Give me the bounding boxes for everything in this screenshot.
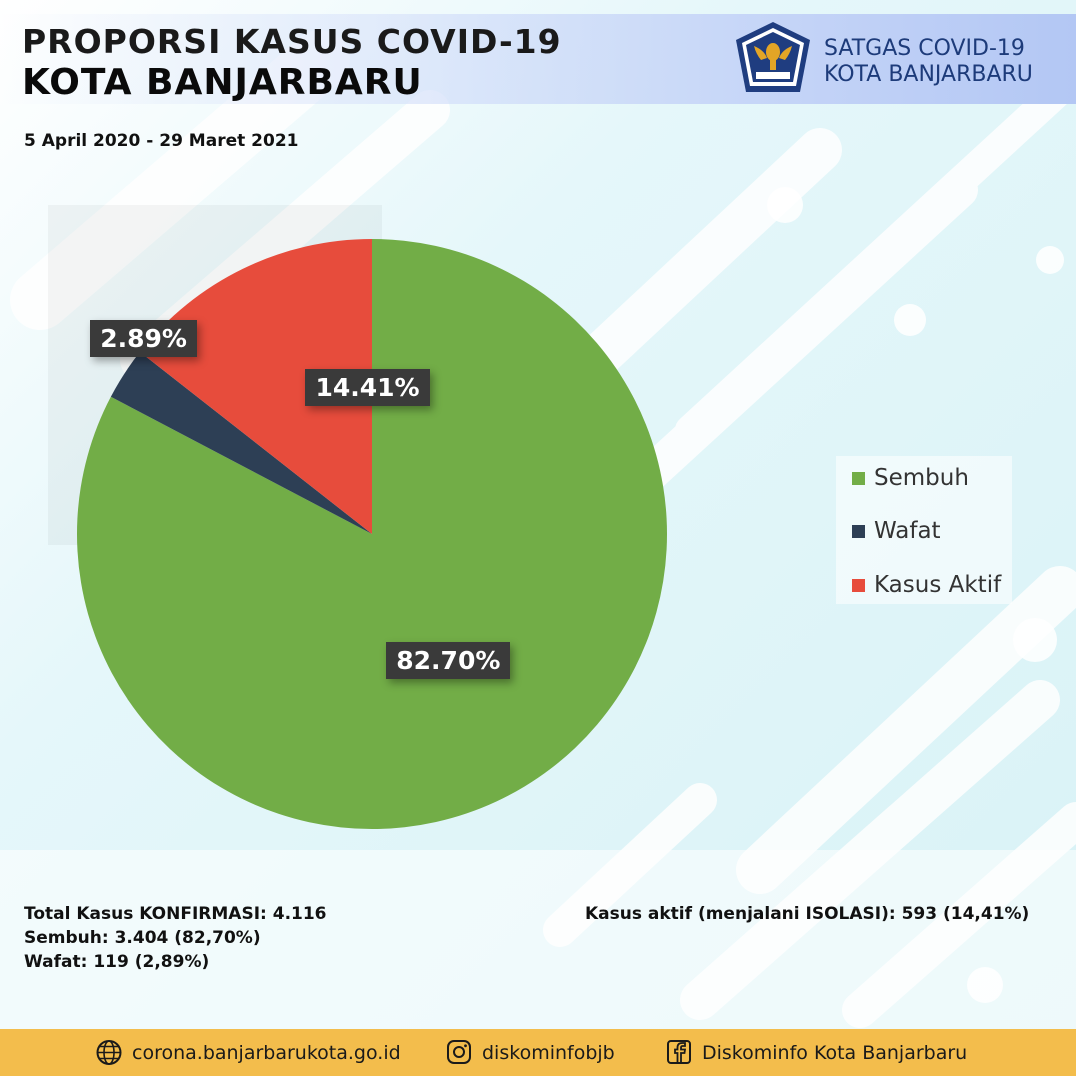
recovered-count: Sembuh: 3.404 (82,70%)	[24, 928, 261, 948]
data-label-wafat: 2.89%	[90, 320, 197, 358]
legend-label: Wafat	[874, 518, 941, 544]
summary-left: Total Kasus KONFIRMASI: 4.116 Sembuh: 3.…	[24, 902, 327, 974]
footer-instagram[interactable]: diskominfobjb	[444, 1039, 615, 1066]
legend	[836, 456, 1012, 604]
data-label-kasus-aktif: 14.41%	[305, 369, 430, 407]
data-label-sembuh: 82.70%	[386, 641, 511, 679]
legend-label: Kasus Aktif	[874, 572, 1002, 598]
legend-item-kasus-aktif: Kasus Aktif	[852, 572, 1002, 598]
footer-facebook[interactable]: Diskominfo Kota Banjarbaru	[664, 1039, 967, 1066]
legend-label: Sembuh	[874, 465, 969, 491]
legend-swatch	[852, 471, 865, 485]
legend-item-sembuh: Sembuh	[852, 465, 969, 491]
instagram-handle[interactable]: diskominfobjb	[482, 1041, 615, 1064]
legend-swatch	[852, 524, 865, 538]
org-city: KOTA BANJARBARU	[824, 62, 1033, 87]
footer: corona.banjarbarukota.go.id diskominfobj…	[0, 1029, 1076, 1076]
facebook-page[interactable]: Diskominfo Kota Banjarbaru	[702, 1041, 968, 1064]
active-cases: Kasus aktif (menjalani ISOLASI): 593 (14…	[585, 904, 1030, 924]
footer-website[interactable]: corona.banjarbarukota.go.id	[94, 1039, 401, 1066]
legend-swatch	[852, 578, 865, 592]
org-name: SATGAS COVID-19	[824, 36, 1025, 61]
globe-icon	[96, 1040, 122, 1065]
pie-slice-kasus-aktif	[139, 239, 372, 534]
garuda-emblem-icon	[736, 22, 810, 92]
date-range: 5 April 2020 - 29 Maret 2021	[24, 131, 299, 151]
deaths-count: Wafat: 119 (2,89%)	[24, 952, 210, 972]
legend-item-wafat: Wafat	[852, 518, 941, 544]
instagram-icon	[447, 1040, 471, 1064]
page-subtitle: KOTA BANJARBARU	[22, 62, 423, 103]
total-confirmed: Total Kasus KONFIRMASI: 4.116	[24, 904, 327, 924]
website-link[interactable]: corona.banjarbarukota.go.id	[132, 1041, 401, 1064]
page-title: PROPORSI KASUS COVID-19	[22, 22, 562, 61]
facebook-icon	[667, 1040, 691, 1064]
pie-slice-wafat	[110, 351, 373, 534]
header-band	[0, 14, 1076, 104]
